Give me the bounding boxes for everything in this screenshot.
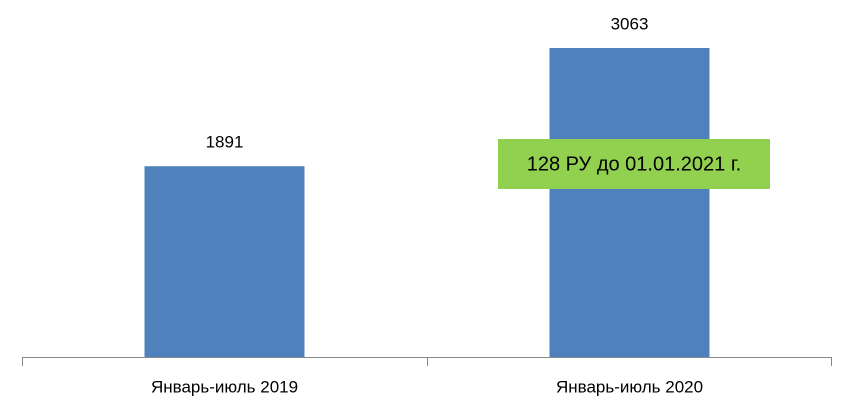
x-tick-label: Январь-июль 2019 (151, 377, 298, 396)
bar (144, 166, 305, 357)
x-tick-label: Январь-июль 2020 (556, 377, 703, 396)
annotation-box (498, 139, 770, 189)
value-label: 1891 (206, 133, 244, 152)
value-label: 3063 (611, 14, 649, 33)
bar (549, 48, 710, 357)
annotation: 128 РУ до 01.01.2021 г. (527, 153, 742, 175)
